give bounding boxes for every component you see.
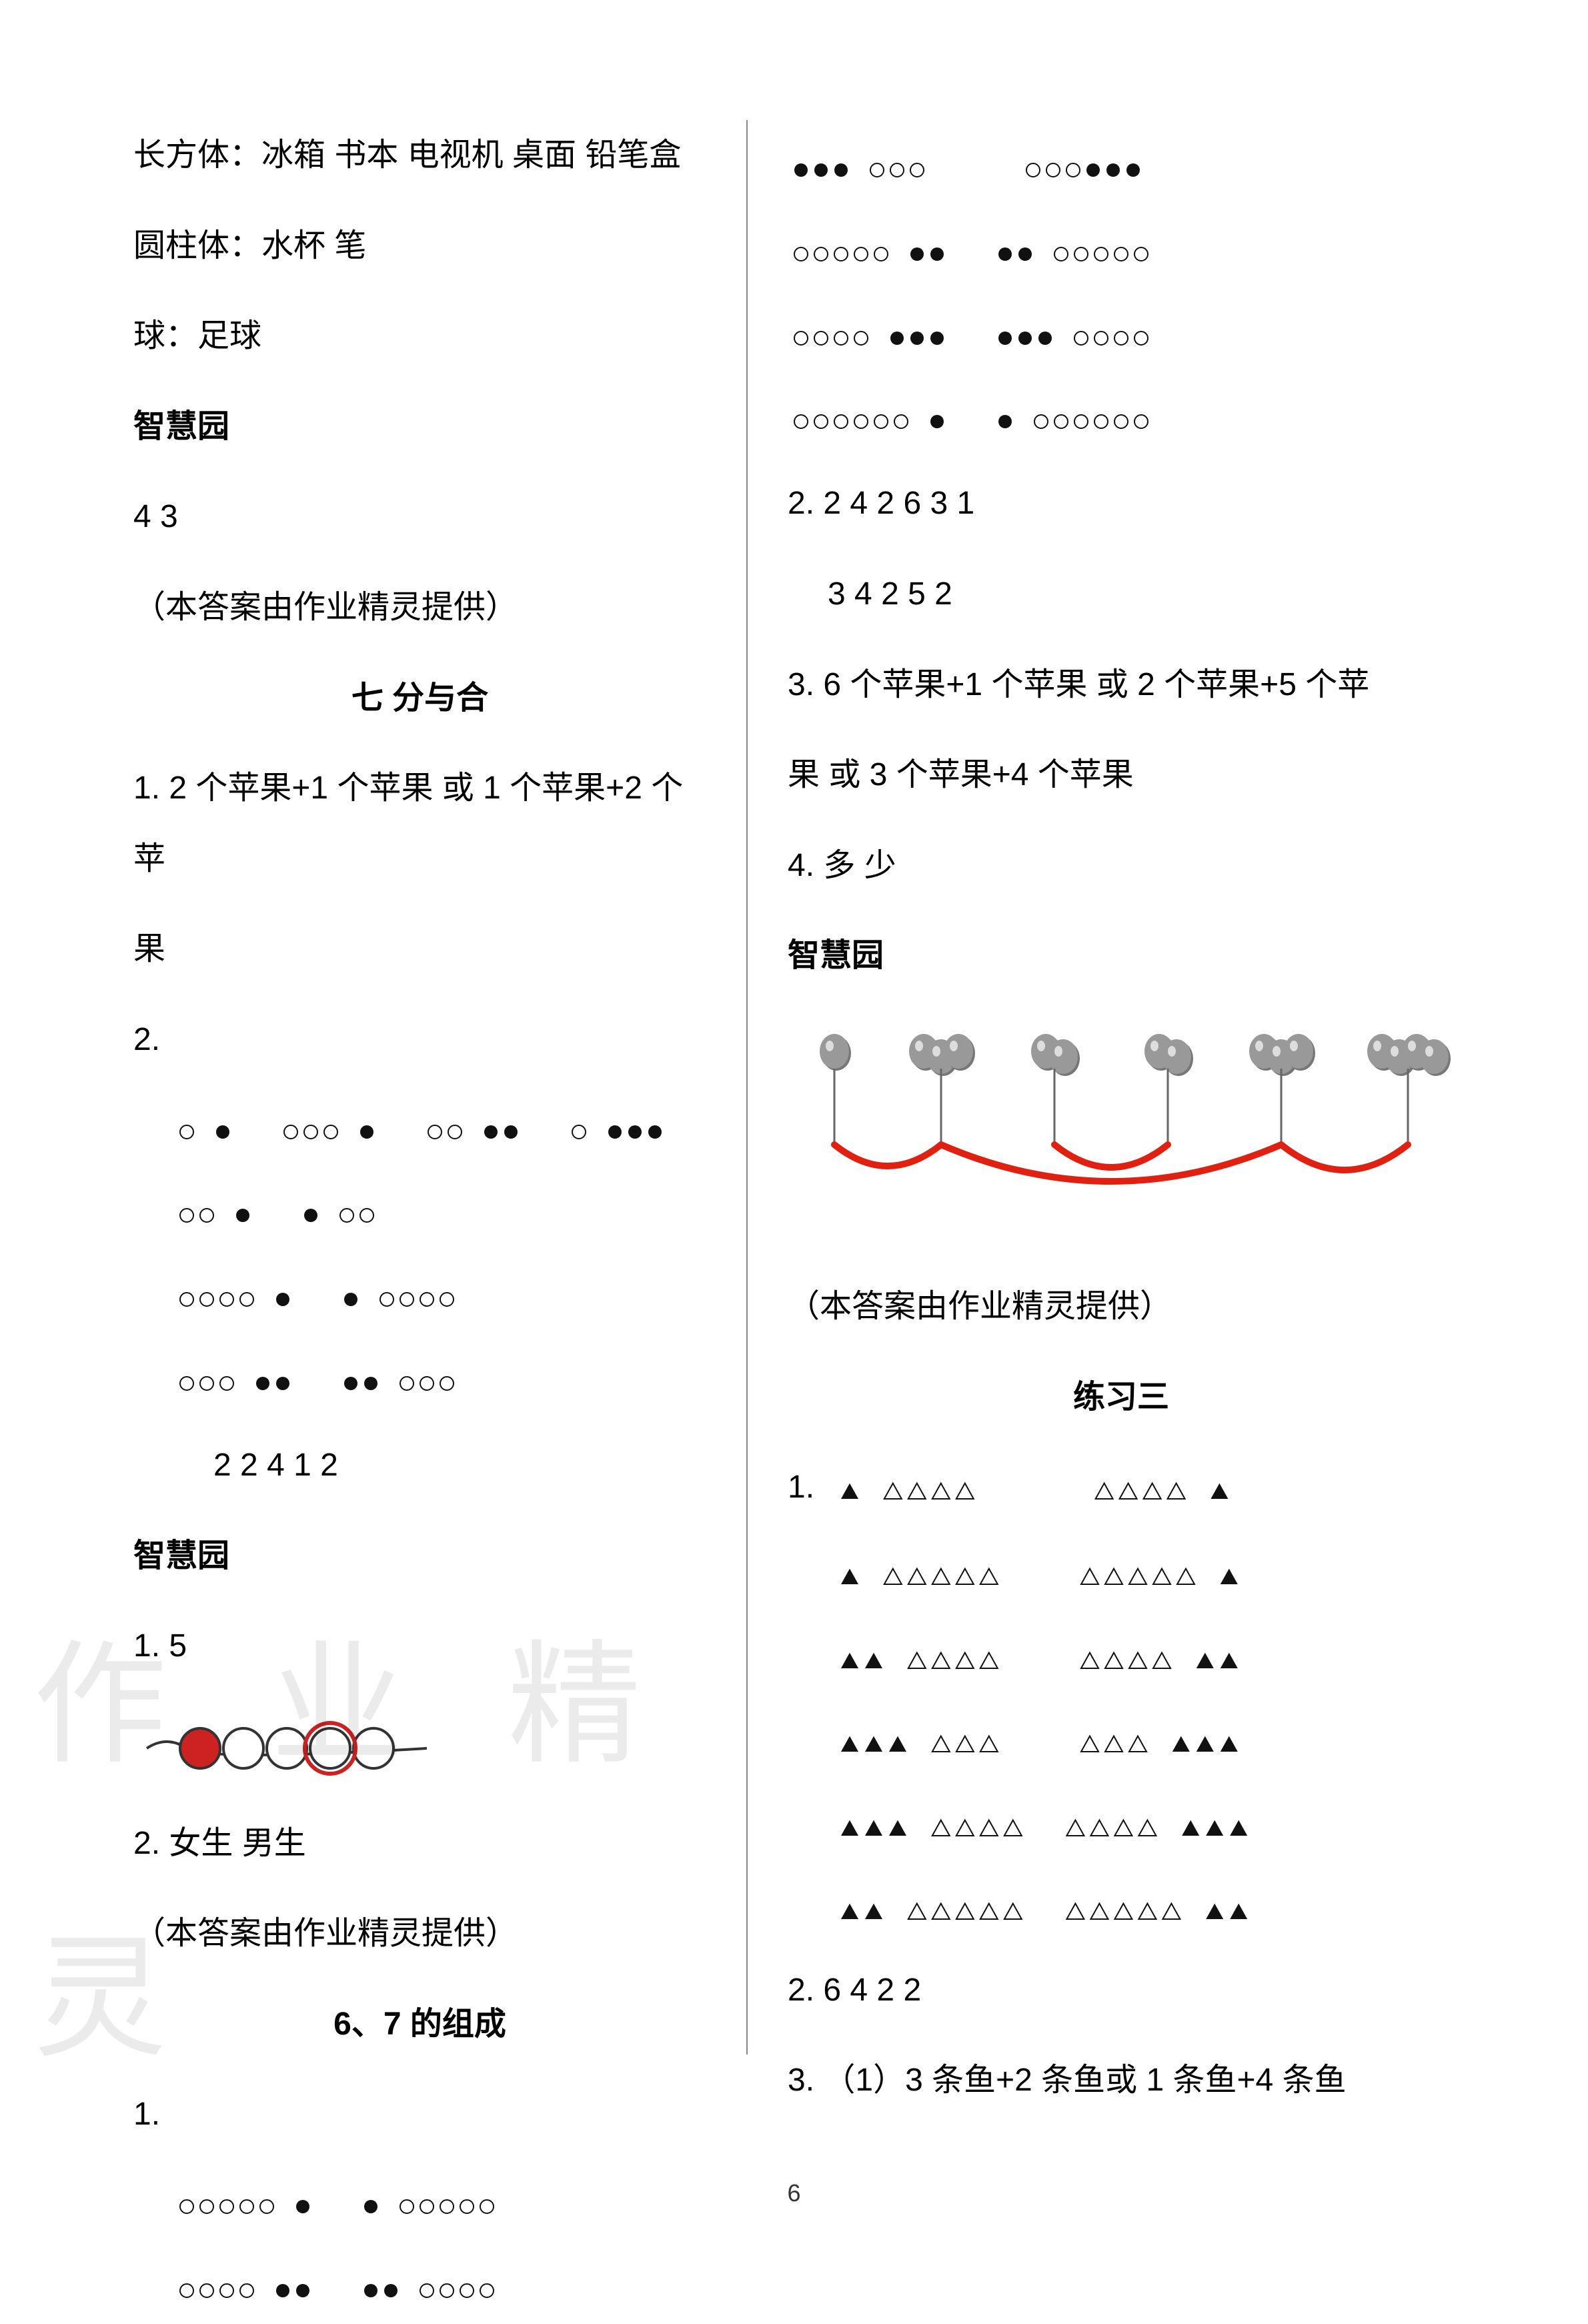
tri-row-2 <box>788 1620 1455 1690</box>
dot-row-l67-0 <box>133 2170 706 2241</box>
heading-practice3: 练习三 <box>788 1362 1455 1433</box>
provided-left: （本答案由作业精灵提供） <box>133 1898 706 1969</box>
tri-row-1 <box>788 1536 1455 1607</box>
dot-row-rtop-1 <box>788 217 1455 288</box>
left-line-l4: 智慧园 <box>133 392 706 462</box>
dot-group-left-2 <box>133 2170 706 2324</box>
left-line-l10: 2. <box>133 1005 706 1075</box>
left-line-l5: 4 3 <box>133 482 706 552</box>
left-line-l3: 球：足球 <box>133 301 706 372</box>
dot-row-rtop-2 <box>788 301 1455 372</box>
tri-row-4 <box>788 1788 1455 1858</box>
balloons-graphic <box>788 1011 1455 1251</box>
left-column: 长方体：冰箱 书本 电视机 桌面 铅笔盒圆柱体：水杯 笔球：足球智慧园 4 3 （本… <box>133 120 706 2179</box>
tri-row-5 <box>788 1871 1455 1942</box>
dot-row-rtop-0 <box>788 133 1455 204</box>
dot-row-l2-2 <box>133 1263 706 1333</box>
column-divider <box>746 120 748 2055</box>
left-line-l6: （本答案由作业精灵提供） <box>133 572 706 643</box>
tri-intro-label: 1. <box>788 1452 814 1523</box>
left-line-l2: 圆柱体：水杯 笔 <box>133 211 706 281</box>
right-after-tri-rt2: 3. （1）3 条鱼+2 条鱼或 1 条鱼+4 条鱼 <box>788 2045 1455 2116</box>
left-line-l7: 七 分与合 <box>133 663 706 734</box>
nums-after-dots: 2 2 4 1 2 <box>133 1430 706 1501</box>
right-line-r1: 2. 2 4 2 6 3 1 <box>788 468 1455 539</box>
right-line-r5: 4. 多 少 <box>788 830 1455 901</box>
sec67-intro: 1. <box>133 2079 706 2150</box>
dot-group-left-1 <box>133 1095 706 1417</box>
dot-row-l2-0 <box>133 1095 706 1166</box>
dot-row-l67-1 <box>133 2254 706 2324</box>
dot-row-l2-1 <box>133 1179 706 1249</box>
left-line-l9: 果 <box>133 914 706 985</box>
right-line-r2: 3 4 2 5 2 <box>788 559 1455 630</box>
right-line-r6: 智慧园 <box>788 921 1455 991</box>
zhihui2-line1: 1. 5 <box>133 1611 706 1682</box>
triangle-group: 1. <box>788 1452 1455 1942</box>
left-line-l1: 长方体：冰箱 书本 电视机 桌面 铅笔盒 <box>133 120 706 191</box>
right-line-r3: 3. 6 个苹果+1 个苹果 或 2 个苹果+5 个苹 <box>788 650 1455 720</box>
zhihui2-line2: 2. 女生 男生 <box>133 1808 706 1879</box>
dot-row-l2-3 <box>133 1346 706 1417</box>
heading-67: 6、7 的组成 <box>133 1989 706 2060</box>
provided-right: （本答案由作业精灵提供） <box>788 1271 1455 1342</box>
tri-row-3 <box>788 1704 1455 1774</box>
right-after-tri-rt1: 2. 6 4 2 2 <box>788 1955 1455 2026</box>
beads-graphic <box>133 1702 454 1795</box>
right-column: 2. 2 4 2 6 3 1 3 4 2 5 2 3. 6 个苹果+1 个苹果 或 … <box>788 120 1455 2179</box>
dot-group-right-top <box>788 133 1455 455</box>
dot-row-rtop-3 <box>788 385 1455 456</box>
right-line-r4: 果 或 3 个苹果+4 个苹果 <box>788 740 1455 810</box>
page: 长方体：冰箱 书本 电视机 桌面 铅笔盒圆柱体：水杯 笔球：足球智慧园 4 3 （本… <box>133 120 1455 2179</box>
heading-zhihui-2: 智慧园 <box>133 1521 706 1592</box>
page-number: 6 <box>787 2167 800 2219</box>
left-line-l8: 1. 2 个苹果+1 个苹果 或 1 个苹果+2 个苹 <box>133 753 706 894</box>
